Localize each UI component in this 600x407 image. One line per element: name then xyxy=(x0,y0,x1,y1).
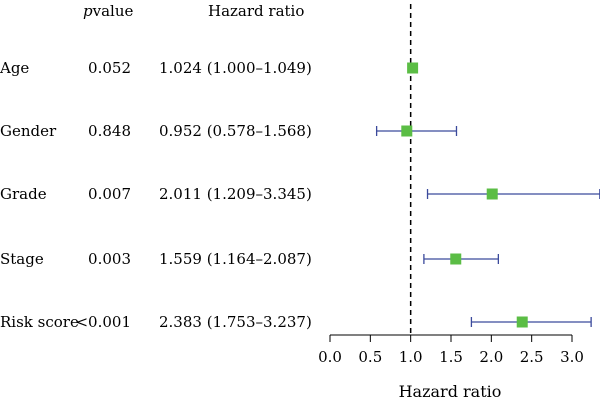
row-hazard-ratio-text: 1.559 (1.164–2.087) xyxy=(159,250,312,268)
x-tick-label: 0.0 xyxy=(318,348,342,366)
row-p-value: 0.052 xyxy=(88,59,131,77)
row-label: Risk score xyxy=(0,313,79,331)
x-tick-label: 1.5 xyxy=(439,348,463,366)
x-tick-label: 3.0 xyxy=(560,348,584,366)
row-hazard-ratio-text: 1.024 (1.000–1.049) xyxy=(159,59,312,77)
x-tick-label: 1.0 xyxy=(399,348,423,366)
row-p-value: 0.003 xyxy=(88,250,131,268)
x-tick-label: 2.5 xyxy=(520,348,544,366)
row-hazard-ratio-text: 2.011 (1.209–3.345) xyxy=(159,185,312,203)
forest-row: Gender 0.848 0.952 (0.578–1.568) xyxy=(0,122,458,140)
hazard-ratio-point xyxy=(407,62,419,74)
forest-row: Risk score<0.001 2.383 (1.753–3.237) xyxy=(0,313,592,331)
x-tick-label: 0.5 xyxy=(358,348,382,366)
row-label: Grade xyxy=(0,185,47,203)
row-label: Gender xyxy=(0,122,57,140)
hazard-ratio-point xyxy=(401,125,413,137)
hazard-ratio-header: Hazard ratio xyxy=(208,2,304,20)
row-label: Age xyxy=(0,59,29,77)
forest-row: Stage 0.003 1.559 (1.164–2.087) xyxy=(0,250,500,268)
row-p-value: <0.001 xyxy=(75,313,131,331)
p-value-header: pvalue xyxy=(83,2,133,20)
row-p-value: 0.007 xyxy=(88,185,131,203)
x-tick-label: 2.0 xyxy=(479,348,503,366)
hazard-ratio-point xyxy=(450,253,462,265)
forest-row: Age 0.052 1.024 (1.000–1.049) xyxy=(0,59,419,77)
x-axis-label: Hazard ratio xyxy=(399,382,502,401)
rows-group: Age 0.052 1.024 (1.000–1.049) Gender 0.848 0.… xyxy=(0,59,600,331)
forest-row: Grade 0.007 2.011 (1.209–3.345) xyxy=(0,185,600,203)
hazard-ratio-point xyxy=(486,188,498,200)
row-hazard-ratio-text: 2.383 (1.753–3.237) xyxy=(159,313,312,331)
row-p-value: 0.848 xyxy=(88,122,131,140)
x-axis: 0.0 0.5 1.0 1.5 2.0 2.5 3.0 xyxy=(318,334,584,366)
hazard-ratio-point xyxy=(516,316,528,328)
row-label: Stage xyxy=(0,250,44,268)
row-hazard-ratio-text: 0.952 (0.578–1.568) xyxy=(159,122,312,140)
